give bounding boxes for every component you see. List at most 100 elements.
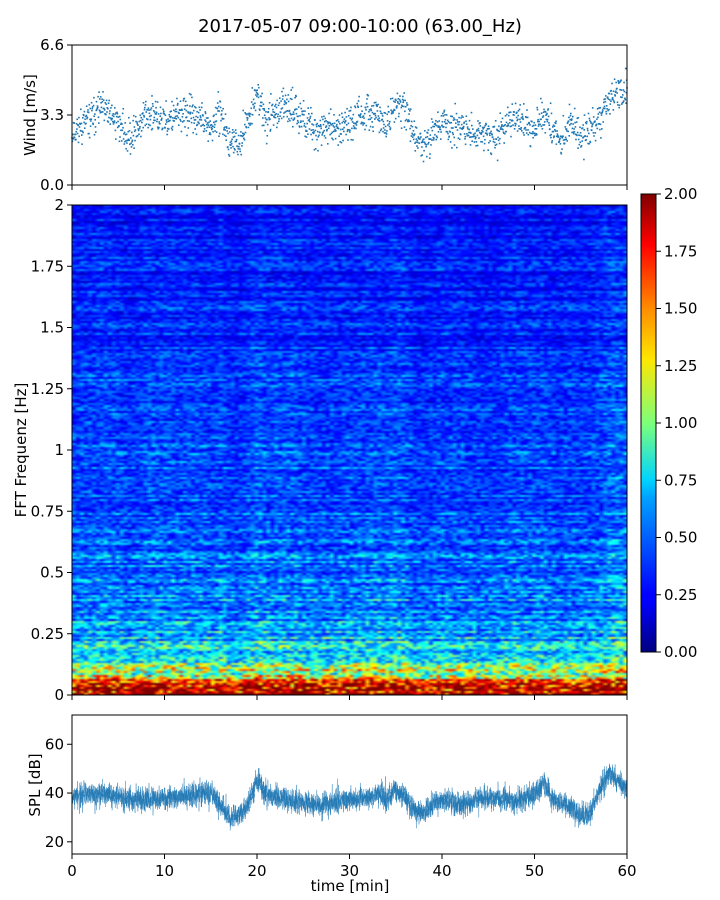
wind-point <box>122 108 125 110</box>
wind-point <box>497 130 500 132</box>
wind-point <box>281 107 284 109</box>
wind-point <box>108 99 110 102</box>
wind-point <box>411 136 414 138</box>
wind-point <box>452 127 454 129</box>
wind-point <box>343 118 346 120</box>
wind-point <box>224 126 226 128</box>
wind-point <box>246 117 249 119</box>
wind-point <box>373 101 376 104</box>
wind-point <box>447 121 450 123</box>
wind-point <box>494 120 497 122</box>
colorbar-gradient <box>641 194 656 652</box>
wind-point <box>271 114 273 116</box>
wind-point <box>505 130 507 133</box>
wind-point <box>187 111 189 113</box>
wind-point <box>242 134 245 137</box>
wind-point <box>586 135 588 138</box>
wind-point <box>269 118 271 120</box>
wind-point <box>141 121 143 124</box>
wind-point <box>270 93 272 95</box>
wind-point <box>381 115 384 117</box>
wind-point <box>116 111 118 114</box>
wind-point <box>345 133 347 136</box>
wind-point <box>194 105 196 108</box>
wind-point <box>453 144 456 146</box>
wind-point <box>599 106 601 109</box>
wind-point <box>606 108 608 110</box>
wind-point <box>538 120 540 123</box>
wind-point <box>277 113 279 116</box>
wind-point <box>179 118 181 121</box>
wind-point <box>559 137 561 139</box>
wind-point <box>139 126 141 128</box>
wind-point <box>443 121 446 123</box>
wind-point <box>409 110 411 112</box>
wind-point <box>519 104 521 106</box>
wind-point <box>555 143 558 145</box>
wind-point <box>160 119 163 121</box>
wind-point <box>394 117 397 120</box>
wind-point <box>541 116 544 118</box>
wind-point <box>588 143 590 145</box>
wind-point <box>271 103 274 106</box>
wind-point <box>364 128 366 131</box>
wind-point <box>505 121 508 124</box>
wind-point <box>83 110 86 113</box>
wind-point <box>608 108 610 111</box>
wind-point <box>440 138 442 140</box>
wind-point <box>165 121 168 123</box>
wind-point <box>605 95 607 97</box>
wind-point <box>171 129 174 131</box>
wind-point <box>175 108 177 110</box>
wind-point <box>236 145 239 148</box>
wind-point <box>493 141 496 144</box>
wind-point <box>169 116 172 119</box>
wind-point <box>610 89 613 92</box>
wind-point <box>623 81 625 84</box>
wind-point <box>202 115 204 117</box>
wind-point <box>509 119 511 121</box>
wind-point <box>571 118 573 120</box>
wind-point <box>310 129 313 131</box>
wind-point <box>457 121 459 123</box>
wind-point <box>214 123 216 126</box>
spectrogram-y-tick-label: 1 <box>54 441 64 459</box>
wind-point <box>96 108 98 111</box>
wind-point <box>125 133 128 135</box>
wind-point <box>255 91 258 94</box>
wind-point <box>551 141 553 144</box>
wind-point <box>547 115 550 118</box>
wind-point <box>610 100 612 102</box>
wind-point <box>618 82 620 84</box>
wind-point <box>619 81 621 84</box>
wind-point <box>322 131 324 133</box>
wind-point <box>591 107 594 109</box>
wind-point <box>446 131 449 133</box>
wind-point <box>622 101 624 104</box>
wind-point <box>479 125 482 127</box>
wind-point <box>622 89 625 91</box>
wind-point <box>191 96 193 99</box>
wind-point <box>289 119 291 122</box>
colorbar-tick-label: 2.00 <box>664 185 697 203</box>
wind-point <box>467 134 470 137</box>
wind-point <box>345 124 348 126</box>
wind-point <box>408 120 411 122</box>
wind-point <box>166 127 169 130</box>
wind-point <box>440 115 443 117</box>
wind-point <box>449 131 452 133</box>
wind-point <box>488 141 490 144</box>
wind-point <box>511 119 514 122</box>
wind-point <box>312 132 315 135</box>
wind-point <box>243 137 245 140</box>
wind-point <box>495 138 498 140</box>
wind-point <box>312 129 314 131</box>
wind-point <box>487 149 489 151</box>
wind-point <box>374 112 376 115</box>
wind-point <box>494 144 497 146</box>
wind-point <box>407 119 410 121</box>
wind-point <box>369 118 371 121</box>
wind-point <box>503 132 505 134</box>
wind-point <box>538 113 541 115</box>
wind-point <box>101 111 104 113</box>
